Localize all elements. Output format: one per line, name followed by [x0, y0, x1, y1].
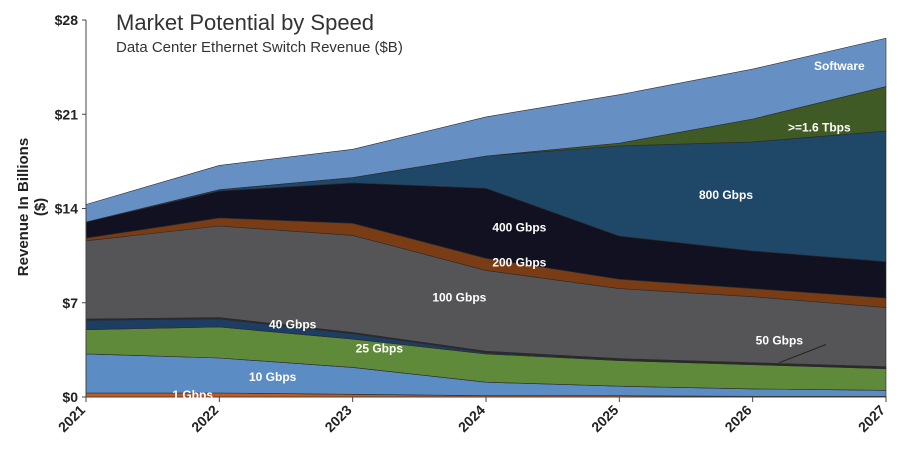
y-tick-label: $21 [55, 106, 79, 122]
y-tick-label: $0 [62, 389, 78, 405]
series-label: Software [814, 59, 865, 73]
series-label: 10 Gbps [249, 370, 297, 384]
series-label: 25 Gbps [356, 342, 404, 356]
series-label: 40 Gbps [269, 317, 317, 331]
x-tick-label: 2027 [855, 402, 888, 435]
series-label: 1 Gbps [172, 388, 213, 402]
series-label: 400 Gbps [492, 220, 546, 234]
x-tick-label: 2026 [721, 402, 754, 435]
series-area-software [85, 37, 887, 223]
series-label: 200 Gbps [492, 255, 546, 269]
x-tick-label: 2023 [321, 402, 354, 435]
series-label: >=1.6 Tbps [788, 121, 851, 135]
x-tick-label: 2021 [55, 402, 88, 435]
y-tick-label: $28 [55, 12, 79, 28]
y-tick-label: $14 [55, 201, 79, 217]
chart-title: Market Potential by Speed [116, 10, 375, 35]
chart-subtitle: Data Center Ethernet Switch Revenue ($B) [116, 39, 403, 56]
series-label: 800 Gbps [699, 188, 753, 202]
series-label: 100 Gbps [432, 290, 486, 304]
x-tick-label: 2024 [455, 402, 488, 435]
label-leader-line [779, 344, 827, 364]
y-tick-label: $7 [62, 295, 78, 311]
x-tick-label: 2022 [188, 402, 221, 435]
series-label: 50 Gbps [756, 333, 804, 347]
x-tick-label: 2025 [588, 402, 621, 435]
